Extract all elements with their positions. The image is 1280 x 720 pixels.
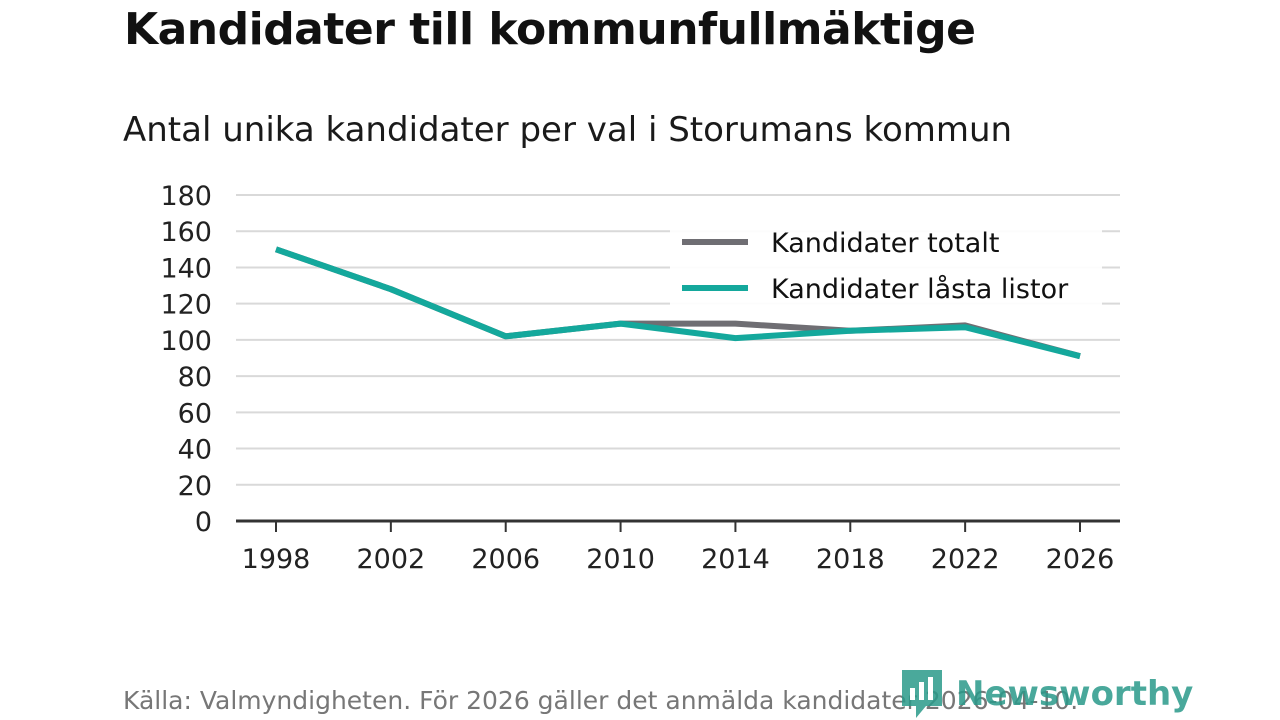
- series-line-locked-lists: [275, 246, 1081, 360]
- y-tick-label: 160: [160, 217, 212, 248]
- y-tick-label: 60: [178, 398, 212, 429]
- y-axis-ticks: 0 20 40 60 80 100 120 140 160 180: [160, 181, 212, 538]
- series-lines: [275, 246, 1081, 360]
- newsworthy-logo-icon: [902, 670, 942, 718]
- x-tick-label: 2018: [816, 544, 885, 575]
- y-tick-label: 0: [195, 507, 212, 538]
- legend: Kandidater totalt Kandidater låsta listor: [670, 222, 1102, 310]
- chart-title: Kandidater till kommunfullmäktige: [124, 4, 976, 55]
- chart-subtitle: Antal unika kandidater per val i Storuma…: [123, 110, 1013, 150]
- y-tick-label: 40: [178, 435, 212, 466]
- x-axis: 1998 2002 2006 2010 2014 2018 2022 2026: [236, 519, 1120, 575]
- x-tick-label: 2014: [701, 544, 770, 575]
- y-tick-label: 80: [178, 362, 212, 393]
- x-tick-label: 1998: [242, 544, 311, 575]
- x-tick-label: 2026: [1046, 544, 1115, 575]
- y-tick-label: 20: [178, 471, 212, 502]
- y-tick-label: 100: [160, 326, 212, 357]
- x-tick-label: 2006: [471, 544, 540, 575]
- x-tick-label: 2010: [586, 544, 655, 575]
- legend-background: [670, 222, 1102, 310]
- y-tick-label: 140: [160, 253, 212, 284]
- brand-logo[interactable]: Newsworthy: [902, 670, 1193, 718]
- legend-label: Kandidater totalt: [771, 228, 999, 259]
- x-tick-label: 2022: [931, 544, 1000, 575]
- y-tick-label: 180: [160, 181, 212, 212]
- y-tick-label: 120: [160, 290, 212, 321]
- legend-label: Kandidater låsta listor: [771, 274, 1069, 305]
- x-tick-label: 2002: [356, 544, 425, 575]
- brand-name: Newsworthy: [956, 674, 1194, 714]
